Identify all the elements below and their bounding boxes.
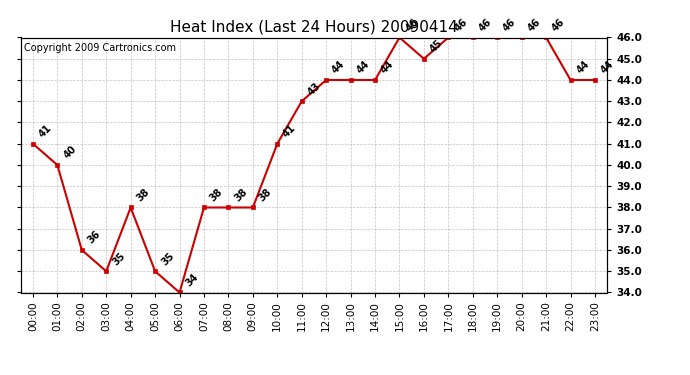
Text: 44: 44: [575, 59, 591, 76]
Text: 41: 41: [37, 123, 54, 140]
Text: 46: 46: [453, 17, 469, 33]
Text: 35: 35: [110, 251, 127, 267]
Text: 46: 46: [550, 17, 567, 33]
Text: 38: 38: [208, 187, 225, 203]
Text: 46: 46: [404, 17, 420, 33]
Text: 38: 38: [257, 187, 274, 203]
Text: 46: 46: [526, 17, 542, 33]
Text: 36: 36: [86, 229, 103, 246]
Text: 45: 45: [428, 38, 444, 55]
Text: 44: 44: [380, 59, 396, 76]
Text: 44: 44: [355, 59, 371, 76]
Text: 35: 35: [159, 251, 176, 267]
Text: 41: 41: [282, 123, 298, 140]
Text: 38: 38: [135, 187, 152, 203]
Text: 46: 46: [502, 17, 518, 33]
Text: 46: 46: [477, 17, 493, 33]
Text: 38: 38: [233, 187, 249, 203]
Text: 40: 40: [61, 144, 78, 161]
Text: Copyright 2009 Cartronics.com: Copyright 2009 Cartronics.com: [23, 43, 176, 52]
Text: 34: 34: [184, 272, 200, 288]
Text: 43: 43: [306, 81, 322, 97]
Text: 44: 44: [599, 59, 615, 76]
Text: 44: 44: [331, 59, 347, 76]
Title: Heat Index (Last 24 Hours) 20090414: Heat Index (Last 24 Hours) 20090414: [170, 20, 458, 35]
